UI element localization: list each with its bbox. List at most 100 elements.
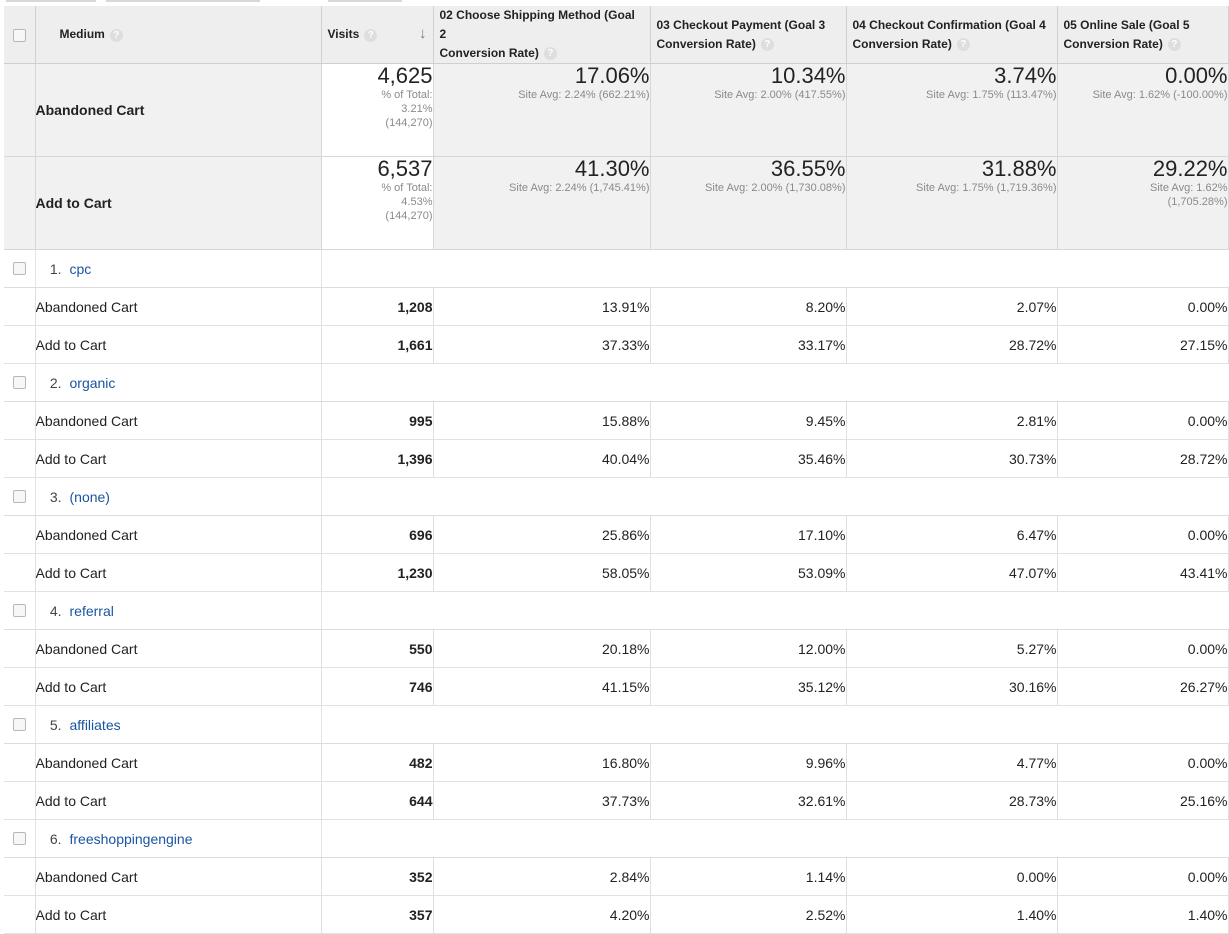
goal-conversion-value: 5.27% [846, 629, 1058, 668]
segment-label: Add to Cart [35, 553, 322, 592]
segment-label: Abandoned Cart [35, 287, 322, 326]
goal5-column-header[interactable]: 05 Online Sale (Goal 5 Conversion Rate)? [1057, 6, 1229, 64]
help-icon[interactable]: ? [543, 47, 557, 61]
row-checkbox-cell[interactable] [4, 249, 36, 288]
table-row: Add to Cart 357 4.20% 2.52% 1.40% 1.40% [4, 895, 1229, 934]
row-checkbox[interactable] [12, 717, 26, 731]
detail-spacer-cell [4, 629, 36, 668]
segment-label: Add to Cart [35, 895, 322, 934]
summary-segment-label: Abandoned Cart [35, 63, 322, 157]
summary-visits-cell: 4,625% of Total: 3.21% (144,270) [321, 63, 434, 157]
medium-column-header[interactable]: Medium? [35, 6, 322, 64]
goal-header-line2: Conversion Rate) [1063, 36, 1163, 51]
medium-cell: 1. cpc [35, 249, 322, 288]
medium-link[interactable]: freeshoppingengine [69, 830, 193, 847]
medium-header-label: Medium [59, 27, 105, 42]
summary-visits-percent-of-total: % of Total: [381, 182, 433, 194]
goal4-column-header[interactable]: 04 Checkout Confirmation (Goal 4 Conversi… [846, 6, 1058, 64]
medium-link[interactable]: cpc [69, 260, 92, 277]
summary-goal-value: 36.55% [770, 156, 846, 181]
summary-segment-label: Add to Cart [35, 156, 322, 250]
goal-header-line1: 03 Checkout Payment (Goal 3 [656, 17, 826, 32]
summary-goal-value: 29.22% [1152, 156, 1228, 181]
summary-site-avg: Site Avg: 1.75% (1,719.36%) [916, 182, 1057, 194]
segment-label: Abandoned Cart [35, 743, 322, 782]
empty-goal-cells [433, 591, 1228, 630]
empty-visits-cell [321, 819, 433, 858]
goal-conversion-value: 9.45% [650, 401, 847, 440]
row-checkbox-cell[interactable] [4, 477, 36, 516]
summary-site-avg: (1,705.28%) [1167, 196, 1228, 208]
row-checkbox[interactable] [12, 375, 26, 389]
summary-visits-value: 6,537 [377, 156, 433, 181]
empty-visits-cell [321, 477, 433, 516]
goal-header-line2: Conversion Rate) [852, 36, 952, 51]
medium-cell: 5. affiliates [35, 705, 322, 744]
summary-site-avg: Site Avg: 2.24% (662.21%) [518, 89, 650, 101]
summary-goal-value: 41.30% [574, 156, 650, 181]
goal-conversion-value: 40.04% [433, 439, 651, 478]
medium-link[interactable]: affiliates [69, 716, 121, 733]
help-icon[interactable]: ? [1167, 37, 1181, 51]
visits-value: 696 [321, 515, 434, 554]
row-checkbox[interactable] [12, 831, 26, 845]
summary-site-avg: Site Avg: 1.62% [1150, 182, 1228, 194]
goal-conversion-value: 25.86% [433, 515, 651, 554]
goal-conversion-value: 20.18% [433, 629, 651, 668]
goal-conversion-value: 37.73% [433, 781, 651, 820]
goal-conversion-value: 0.00% [1057, 743, 1229, 782]
table-header-row: Medium? Visits? ↓ 02 Choose Shipping Met… [4, 6, 1229, 64]
row-checkbox[interactable] [12, 261, 26, 275]
visits-value: 352 [321, 857, 434, 896]
segment-label: Add to Cart [35, 325, 322, 364]
medium-link[interactable]: (none) [69, 488, 110, 505]
goal-conversion-value: 13.91% [433, 287, 651, 326]
segment-label: Abandoned Cart [35, 515, 322, 554]
goal-conversion-value: 2.81% [846, 401, 1058, 440]
visits-value: 746 [321, 667, 434, 706]
row-checkbox-cell[interactable] [4, 705, 36, 744]
toolbar-segment [6, 0, 96, 2]
row-checkbox-cell[interactable] [4, 819, 36, 858]
table-row: 3. (none) [4, 477, 1228, 516]
goal-conversion-value: 8.20% [650, 287, 847, 326]
goal-conversion-value: 47.07% [846, 553, 1058, 592]
goal-conversion-value: 0.00% [1057, 515, 1229, 554]
sort-descending-icon[interactable]: ↓ [419, 25, 427, 43]
visits-value: 644 [321, 781, 434, 820]
table-row: 6. freeshoppingengine [4, 819, 1228, 858]
goal3-column-header[interactable]: 03 Checkout Payment (Goal 3 Conversion Ra… [650, 6, 847, 64]
summary-site-avg: Site Avg: 2.00% (417.55%) [714, 89, 846, 101]
summary-goal-cell: 31.88% Site Avg: 1.75% (1,719.36%) [846, 156, 1058, 250]
goal-conversion-value: 6.47% [846, 515, 1058, 554]
help-icon[interactable]: ? [956, 37, 970, 51]
medium-link[interactable]: organic [69, 374, 116, 391]
goal-header-line1: 04 Checkout Confirmation (Goal 4 [852, 17, 1046, 32]
goal-header-line2: Conversion Rate) [656, 36, 756, 51]
table-row: 4. referral [4, 591, 1228, 630]
visits-value: 1,230 [321, 553, 434, 592]
goal-conversion-value: 32.61% [650, 781, 847, 820]
select-all-checkbox[interactable] [12, 28, 26, 42]
row-checkbox-cell[interactable] [4, 591, 36, 630]
goal2-column-header[interactable]: 02 Choose Shipping Method (Goal 2 Convers… [433, 6, 651, 64]
row-checkbox-cell[interactable] [4, 363, 36, 402]
help-icon[interactable]: ? [760, 37, 774, 51]
goal-conversion-value: 28.72% [846, 325, 1058, 364]
goal-conversion-value: 16.80% [433, 743, 651, 782]
medium-link[interactable]: referral [69, 602, 114, 619]
help-icon[interactable]: ? [109, 28, 123, 42]
goal-conversion-value: 37.33% [433, 325, 651, 364]
goal-conversion-value: 2.84% [433, 857, 651, 896]
goal-conversion-value: 41.15% [433, 667, 651, 706]
row-checkbox[interactable] [12, 603, 26, 617]
empty-visits-cell [321, 249, 433, 288]
visits-column-header[interactable]: Visits? ↓ [321, 6, 434, 64]
goal-conversion-value: 9.96% [650, 743, 847, 782]
detail-spacer-cell [4, 553, 36, 592]
visits-value: 357 [321, 895, 434, 934]
help-icon[interactable]: ? [364, 28, 378, 42]
select-all-header[interactable] [4, 6, 36, 64]
row-checkbox[interactable] [12, 489, 26, 503]
goal-conversion-value: 28.72% [1057, 439, 1229, 478]
